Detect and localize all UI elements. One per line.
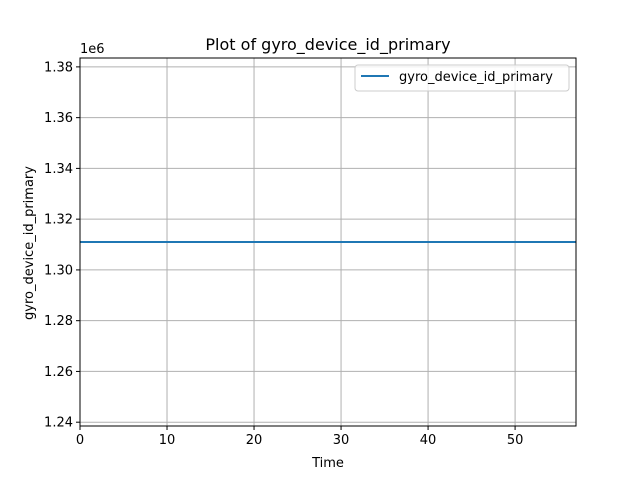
y-tick-label: 1.30 xyxy=(44,263,73,278)
x-tick-label: 30 xyxy=(333,433,350,448)
x-tick-label: 50 xyxy=(507,433,524,448)
y-tick-label: 1.38 xyxy=(44,60,73,75)
x-tick-label: 0 xyxy=(76,433,84,448)
y-tick-label: 1.28 xyxy=(44,314,73,329)
y-tick-label: 1.34 xyxy=(44,162,73,177)
plot-frame xyxy=(79,57,577,427)
y-axis-ticks: 1.24 1.26 1.28 1.30 1.32 1.34 1.36 1.38 xyxy=(44,60,80,431)
x-axis-label: Time xyxy=(311,456,344,471)
y-axis-offset-label: 1e6 xyxy=(80,42,105,57)
y-tick-label: 1.32 xyxy=(44,213,73,228)
x-tick-label: 40 xyxy=(420,433,437,448)
y-tick-label: 1.36 xyxy=(44,111,73,126)
legend-label: gyro_device_id_primary xyxy=(399,70,553,85)
x-tick-label: 20 xyxy=(246,433,263,448)
y-tick-label: 1.24 xyxy=(44,416,73,431)
y-axis-label: gyro_device_id_primary xyxy=(22,166,37,320)
legend: gyro_device_id_primary xyxy=(354,64,570,92)
chart-title: Plot of gyro_device_id_primary xyxy=(205,35,450,55)
y-tick-label: 1.26 xyxy=(44,365,73,380)
x-tick-label: 10 xyxy=(159,433,176,448)
legend-box xyxy=(354,64,570,92)
x-axis-ticks: 0 10 20 30 40 50 xyxy=(76,426,524,448)
